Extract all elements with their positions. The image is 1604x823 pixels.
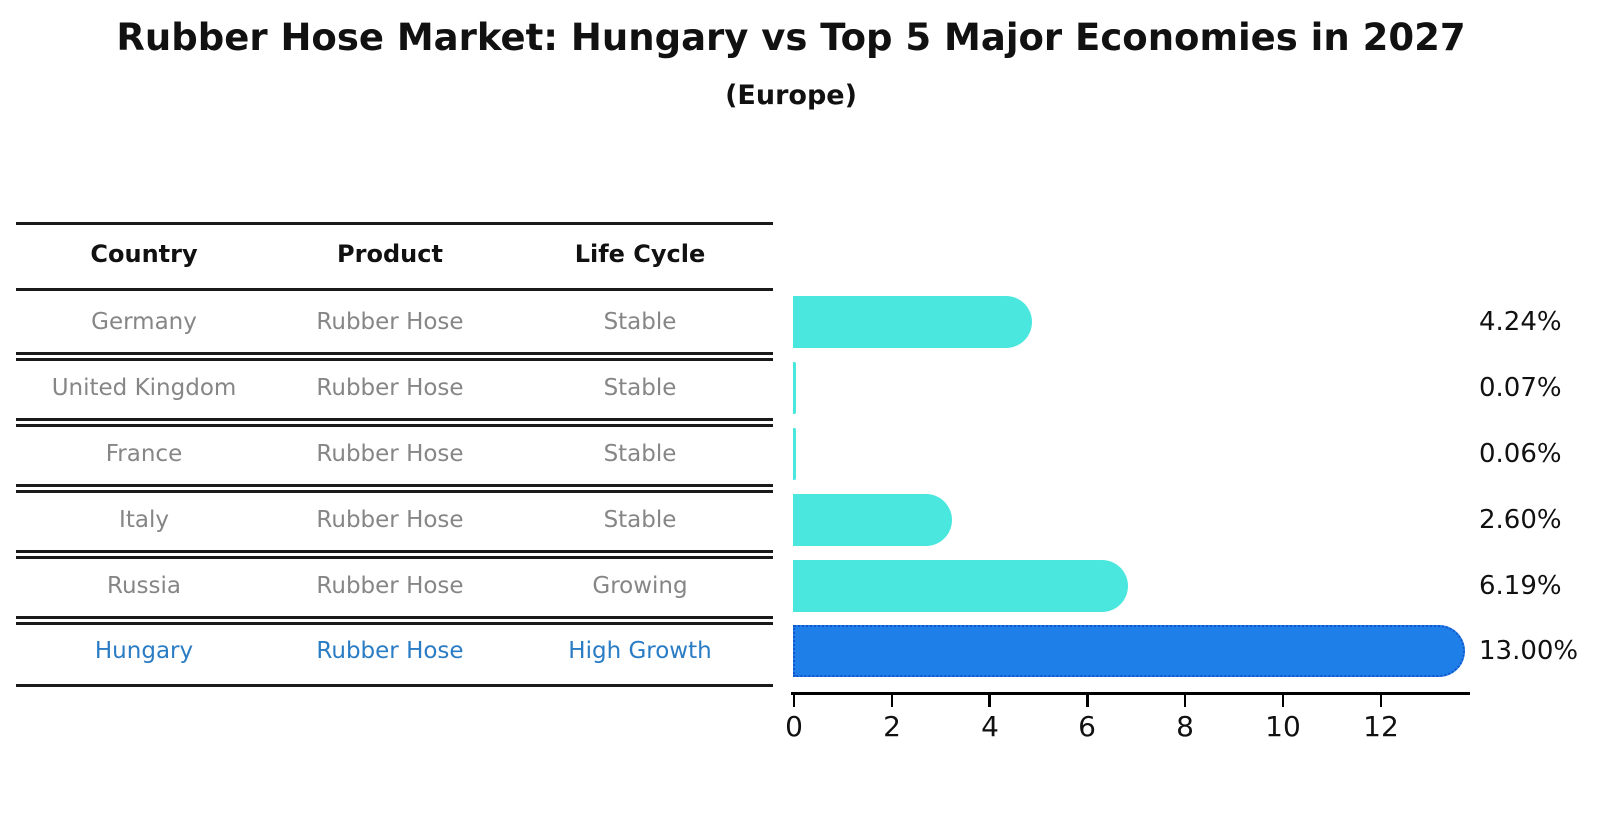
bar-value-label: 0.07% [1479,373,1562,403]
table-divider-line [16,222,773,225]
table-divider-line [16,556,773,559]
table-cell-product: Rubber Hose [316,573,464,599]
bar-france [793,428,796,480]
bar-italy [793,494,952,546]
chart-subtitle: (Europe) [725,80,857,111]
table-cell-life-cycle: Stable [603,309,677,335]
bar-hungary [793,625,1465,677]
table-cell-life-cycle: Stable [603,441,677,467]
x-axis-line [791,692,1470,695]
bar-value-label: 2.60% [1479,505,1562,535]
table-divider-line [16,352,773,355]
x-tick-label: 0 [785,710,803,743]
table-divider-line [16,550,773,553]
bar-value-label: 13.00% [1479,636,1579,666]
table-cell-product: Rubber Hose [316,441,464,467]
x-tick-label: 10 [1265,710,1301,743]
x-axis-tick [890,695,894,707]
x-axis-tick [1281,695,1285,707]
table-cell-life-cycle: Growing [592,573,688,599]
bar-value-label: 4.24% [1479,307,1562,337]
bar-united-kingdom [793,362,796,414]
table-cell-country-highlight: Hungary [94,638,194,664]
table-cell-product: Rubber Hose [316,375,464,401]
table-cell-life-cycle-highlight: High Growth [568,638,712,664]
table-header-life-cycle: Life Cycle [574,240,706,268]
table-cell-life-cycle: Stable [603,375,677,401]
x-tick-label: 8 [1176,710,1194,743]
table-cell-country: United Kingdom [51,375,237,401]
table-cell-product: Rubber Hose [316,507,464,533]
table-divider-line [16,490,773,493]
table-divider-line [16,616,773,619]
table-divider-line [16,484,773,487]
table-cell-country: France [105,441,183,467]
table-cell-product-highlight: Rubber Hose [316,638,464,664]
bar-value-label: 6.19% [1479,571,1562,601]
table-cell-country: Russia [107,573,181,599]
table-header-product: Product [337,240,443,268]
x-tick-label: 2 [883,710,901,743]
x-axis-tick [1086,695,1089,707]
x-axis-tick [988,695,991,707]
table-header-country: Country [90,240,198,268]
chart-title: Rubber Hose Market: Hungary vs Top 5 Maj… [116,16,1466,59]
bar-value-label: 0.06% [1479,439,1562,469]
table-cell-product: Rubber Hose [316,309,464,335]
x-axis-tick [1183,695,1187,707]
table-divider-line [16,622,773,625]
table-divider-line [16,288,773,291]
bar-russia [793,560,1128,612]
x-tick-label: 12 [1363,710,1399,743]
table-divider-line [16,424,773,427]
x-axis-tick [1379,695,1383,707]
table-cell-country: Germany [91,309,197,335]
bar-germany [793,296,1032,348]
table-cell-life-cycle: Stable [603,507,677,533]
table-divider-line [16,684,773,687]
x-axis-tick [792,695,796,707]
x-tick-label: 4 [981,710,999,743]
table-cell-country: Italy [119,507,169,533]
x-tick-label: 6 [1078,710,1096,743]
table-divider-line [16,358,773,361]
table-divider-line [16,418,773,421]
